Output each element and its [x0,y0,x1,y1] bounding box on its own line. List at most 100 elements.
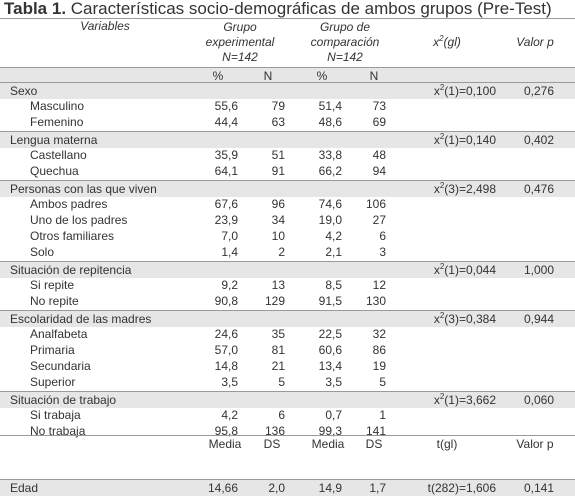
row-cell: 55,6 [214,99,238,113]
row-cell: 94 [372,164,386,178]
row-label: Secundaria [30,359,91,373]
header-p: Valor p [516,35,554,49]
subheader-cell: % [212,69,224,83]
section-p: 0,060 [523,393,554,407]
edad-header-cell: Media [208,437,242,451]
header-group-comp: Grupo de [319,20,371,34]
section-name: Situación de repitencia [10,263,132,277]
row-shade [0,480,575,496]
stat-text: (1)=3,662 [444,393,496,407]
row-label: Femenino [30,115,84,129]
row-cell: 51 [271,148,285,162]
row-cell: 4,2 [325,229,342,243]
row-label: Solo [30,245,55,259]
header-group-comp: N=142 [327,50,363,64]
stat-sym: x [433,312,440,326]
title-label: Tabla 1. [4,0,67,18]
stat-text: (1)=0,100 [444,84,496,98]
row-cell: 14,8 [214,359,238,373]
row-cell: 96 [271,197,285,211]
row-label: Quechua [30,164,79,178]
row-cell: 19 [372,359,386,373]
row-rule [0,479,575,480]
row-cell: 48,6 [318,115,342,129]
row-rule [0,180,575,181]
row-cell: 81 [271,343,285,357]
row-cell: 10 [271,229,285,243]
stat-sup: 2 [439,392,445,401]
row-rule [0,18,575,19]
row-cell: 22,5 [318,327,342,341]
row-cell: 1,4 [221,245,238,259]
row-cell: 51,4 [318,99,342,113]
row-cell: 106 [365,197,386,211]
row-cell: 23,9 [214,213,238,227]
section-stat: x2(1)=0,100 [434,83,496,99]
stat-text: (3)=0,384 [444,312,496,326]
header-group-comp: comparación [310,35,380,49]
row-cell: 32 [372,327,386,341]
section-name: Lengua materna [10,133,98,147]
edad-header-cell: DS [263,437,281,451]
row-cell: 5 [278,375,285,389]
subheader-cell: N [369,69,379,83]
row-rule [0,435,575,436]
edad-cell: 2,0 [268,481,285,495]
subheader-cell: % [316,69,328,83]
row-cell: 6 [278,408,285,422]
row-cell: 67,6 [214,197,238,211]
row-cell: 35,9 [214,148,238,162]
row-cell: 63 [271,115,285,129]
row-cell: 19,0 [318,213,342,227]
header-group-exp: experimental [205,35,275,49]
row-rule [0,67,575,68]
edad-p: 0,141 [523,481,554,495]
row-cell: 57,0 [214,343,238,357]
section-stat: x2(1)=0,140 [433,132,496,148]
row-cell: 69 [372,115,386,129]
row-cell: 21 [271,359,285,373]
row-rule [0,391,575,392]
row-cell: 6 [379,229,386,243]
row-cell: 3 [379,245,386,259]
row-shade [0,181,575,197]
stat-text: (1)=0,140 [444,133,496,147]
row-cell: 95,8 [214,424,238,438]
row-cell: 48 [372,148,386,162]
row-cell: 3,5 [325,375,342,389]
stat-sym: x [433,133,440,147]
row-cell: 129 [264,294,285,308]
edad-cell: 14,66 [207,481,238,495]
section-stat: x2(1)=0,044 [434,263,496,278]
subheader-cell: N [263,69,273,83]
row-cell: 99,3 [318,424,342,438]
row-rule [0,82,575,83]
row-label: Si repite [30,278,75,292]
row-cell: 7,0 [221,229,238,243]
row-cell: 13,4 [318,359,342,373]
row-label: Primaria [30,343,75,357]
row-cell: 5 [379,375,386,389]
edad-header-cell: Media [311,437,345,451]
row-label: Ambos padres [30,197,108,211]
section-p: 1,000 [523,263,554,277]
row-cell: 141 [365,424,386,438]
section-stat: x2(3)=2,498 [434,181,496,197]
stat-sup: 2 [439,132,445,141]
row-label: Castellano [30,148,87,162]
row-rule [0,310,575,311]
row-rule [0,261,575,262]
row-shade [0,68,575,84]
row-shade [0,311,575,327]
stat-text: (gl) [443,35,461,49]
row-cell: 90,8 [214,294,238,308]
row-cell: 79 [271,99,285,113]
stat-sup: 2 [439,83,445,92]
edad-header-cell: Valor p [516,437,554,451]
title-text: Características socio-demográficas de am… [70,0,552,18]
stat-sup: 2 [439,181,445,190]
section-stat: x2(1)=3,662 [434,392,496,408]
stat-sym: x [433,35,440,49]
row-cell: 0,7 [325,408,342,422]
